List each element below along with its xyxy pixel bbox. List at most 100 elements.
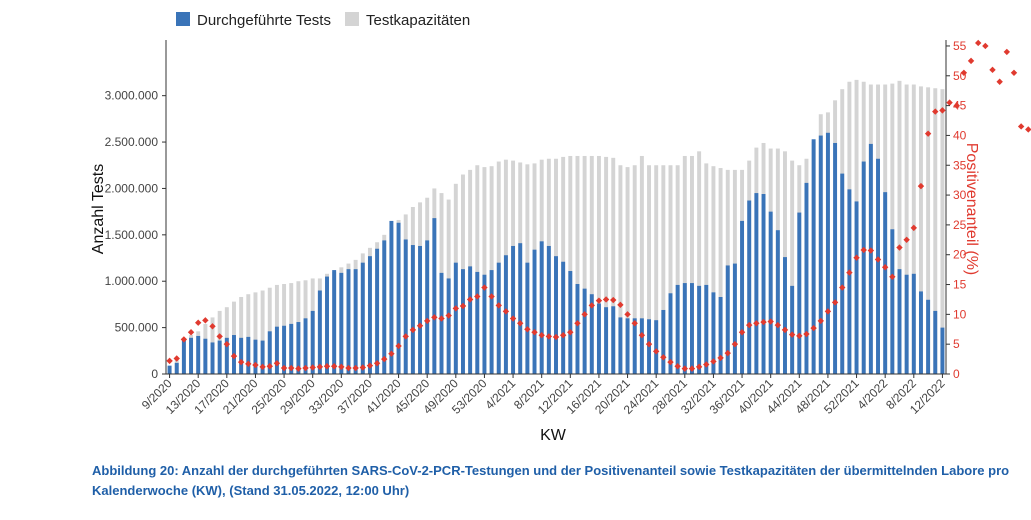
test-bar bbox=[289, 323, 294, 374]
positive-rate-point bbox=[288, 364, 295, 372]
positive-rate-point bbox=[416, 322, 424, 329]
positive-rate-point bbox=[881, 264, 889, 271]
test-bar bbox=[189, 337, 194, 374]
positive-rate-point bbox=[738, 329, 746, 336]
test-bar bbox=[568, 271, 573, 374]
positive-rate-point bbox=[223, 340, 231, 348]
positive-rate-point bbox=[245, 360, 252, 368]
test-bar bbox=[926, 299, 931, 374]
capacity-bar bbox=[575, 155, 580, 374]
test-bar bbox=[775, 230, 780, 374]
test-bar bbox=[518, 243, 523, 374]
test-bar bbox=[890, 229, 895, 374]
test-bar bbox=[396, 222, 401, 374]
capacity-bar bbox=[790, 160, 795, 374]
positive-rate-point bbox=[474, 293, 481, 300]
test-bar bbox=[332, 270, 337, 374]
test-bar bbox=[325, 276, 329, 374]
positive-rate-point bbox=[989, 66, 996, 74]
positive-rate-point bbox=[195, 319, 202, 326]
test-bar bbox=[690, 283, 694, 374]
y-tick-label-right: 50 bbox=[953, 69, 967, 83]
test-bar bbox=[940, 327, 945, 374]
positive-rate-point bbox=[788, 331, 796, 338]
test-bar bbox=[224, 337, 229, 374]
positive-rate-point bbox=[409, 326, 417, 334]
test-bar bbox=[883, 192, 888, 374]
positive-rate-point bbox=[910, 224, 917, 232]
positive-rate-point bbox=[645, 340, 653, 348]
test-bars bbox=[167, 132, 945, 374]
capacity-bar bbox=[668, 165, 673, 374]
test-bar bbox=[768, 211, 773, 374]
positive-rate-point bbox=[853, 254, 860, 261]
positive-rate-point bbox=[975, 39, 982, 47]
capacity-bar bbox=[647, 165, 651, 374]
positive-rate-point bbox=[717, 354, 724, 362]
test-bar bbox=[575, 284, 580, 374]
capacity-bar bbox=[926, 87, 931, 374]
test-bar bbox=[632, 318, 637, 374]
positive-rate-point bbox=[946, 99, 953, 106]
test-bar bbox=[897, 269, 902, 374]
test-bar bbox=[911, 273, 916, 374]
y-tick-label-right: 20 bbox=[953, 248, 967, 262]
test-bar bbox=[804, 182, 809, 374]
test-bar bbox=[375, 248, 380, 374]
test-bar bbox=[496, 262, 501, 374]
positive-rate-point bbox=[209, 323, 216, 330]
test-bar bbox=[539, 241, 544, 374]
capacity-bar bbox=[475, 165, 480, 374]
test-bar bbox=[668, 293, 673, 374]
positive-rate-point bbox=[373, 360, 381, 367]
capacity-bar bbox=[690, 155, 694, 374]
positive-rate-point bbox=[874, 256, 882, 263]
positive-rate-point bbox=[939, 107, 946, 114]
legend-swatch-tests bbox=[176, 12, 190, 26]
positive-rate-point bbox=[323, 363, 331, 370]
positive-rate-point bbox=[967, 57, 975, 65]
positive-rate-point bbox=[230, 352, 238, 360]
test-bar bbox=[410, 245, 415, 374]
test-bar bbox=[346, 269, 351, 374]
positive-rate-point bbox=[173, 355, 180, 362]
positive-rate-point bbox=[803, 330, 810, 338]
test-bar bbox=[282, 325, 287, 374]
positive-rate-point bbox=[903, 236, 910, 244]
test-bar bbox=[403, 239, 408, 374]
test-bar bbox=[861, 161, 866, 374]
test-bar bbox=[546, 245, 551, 374]
test-bar bbox=[511, 245, 516, 374]
test-bar bbox=[532, 249, 537, 374]
positive-rate-point bbox=[345, 364, 352, 372]
positive-rate-point bbox=[466, 296, 474, 303]
test-bar bbox=[439, 272, 444, 374]
test-bar bbox=[918, 291, 923, 374]
positive-rate-point bbox=[917, 182, 925, 190]
test-bar bbox=[589, 294, 594, 374]
positive-rate-point bbox=[610, 296, 617, 304]
capacity-bar bbox=[246, 294, 251, 374]
positive-rate-point bbox=[674, 363, 681, 370]
capacity-bar bbox=[267, 287, 272, 374]
positive-rate-point bbox=[982, 42, 989, 50]
test-bar bbox=[790, 285, 795, 374]
test-bar bbox=[604, 307, 609, 374]
positive-rate-point bbox=[488, 293, 495, 300]
positive-rate-point bbox=[559, 332, 567, 339]
positive-rate-point bbox=[953, 102, 960, 109]
test-bar bbox=[525, 262, 530, 374]
test-bar bbox=[854, 201, 859, 374]
positive-rate-point bbox=[703, 361, 710, 368]
positive-rate-point bbox=[695, 363, 703, 371]
legend-label-tests: Durchgeführte Tests bbox=[197, 12, 331, 29]
test-bar bbox=[797, 212, 802, 374]
positive-rate-point bbox=[352, 364, 359, 372]
positive-rate-point bbox=[1025, 126, 1031, 133]
test-bar bbox=[425, 240, 430, 374]
positive-rate-point bbox=[423, 317, 431, 325]
positive-rate-point bbox=[445, 312, 452, 319]
capacity-bar bbox=[632, 165, 637, 374]
positive-rate-point bbox=[996, 78, 1003, 85]
positive-rate-point bbox=[781, 326, 789, 334]
